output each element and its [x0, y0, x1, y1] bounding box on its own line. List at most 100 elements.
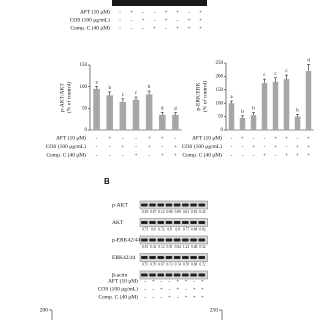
annotation: d	[307, 58, 310, 63]
condition-sign: +	[121, 144, 124, 150]
bar	[106, 95, 113, 130]
condition-sign: -	[119, 17, 121, 23]
bar	[119, 101, 127, 130]
condition-sign: -	[169, 286, 171, 292]
blot-band	[173, 221, 181, 224]
y-tick-label: 250	[210, 307, 219, 313]
condition-sign: -	[96, 144, 98, 150]
condition-sign: +	[201, 286, 204, 292]
bar	[272, 81, 279, 130]
condition-sign: +	[174, 144, 177, 150]
condition-sign: +	[193, 286, 196, 292]
blot-band	[190, 256, 197, 259]
blot-value: 0.78	[183, 262, 189, 266]
blot-band	[198, 273, 206, 277]
condition-sign: -	[165, 25, 167, 31]
y-axis-label: p-AKT/AKT	[59, 83, 65, 112]
bar	[228, 103, 235, 130]
blot-value: 0.77	[183, 227, 189, 231]
blot-band	[190, 203, 197, 207]
blot-band	[198, 221, 206, 224]
condition-sign: +	[193, 294, 196, 300]
blot-band	[141, 203, 148, 207]
blot-value: 1.23	[183, 245, 189, 249]
condition-label: Comp. C (40 μM)	[70, 24, 110, 31]
blot-row-label: AKT	[112, 220, 124, 226]
annotation: c	[285, 69, 288, 74]
bar	[93, 88, 100, 130]
condition-label: COS (100 μg/mL)	[70, 16, 110, 23]
condition-sign: +	[307, 152, 310, 158]
blot-band	[182, 273, 189, 277]
condition-sign: -	[177, 17, 179, 23]
condition-sign: +	[152, 278, 155, 284]
y-axis-label: (% of control)	[201, 81, 208, 112]
blot-value: 0.22	[199, 210, 205, 214]
condition-sign: -	[154, 9, 156, 15]
condition-sign: -	[297, 135, 299, 141]
annotation: b	[108, 86, 111, 91]
blot-band	[182, 238, 189, 242]
blot-value: 0.79	[150, 262, 156, 266]
annotation: a	[95, 80, 98, 85]
condition-sign: +	[285, 135, 288, 141]
condition-sign: -	[188, 9, 190, 15]
bar	[239, 117, 246, 130]
annotation: b	[296, 109, 299, 114]
blot-band	[157, 238, 165, 242]
condition-sign: -	[131, 25, 133, 31]
condition-sign: -	[253, 135, 255, 141]
blot-row-label: β-actin	[112, 272, 128, 278]
condition-sign: -	[275, 152, 277, 158]
annotation: b	[241, 110, 244, 115]
bar	[261, 83, 268, 130]
bar	[250, 115, 257, 130]
blot-value: 0.33	[150, 245, 156, 249]
condition-sign: +	[176, 286, 179, 292]
blot-band	[141, 273, 148, 277]
y-tick-label: 50	[218, 115, 224, 120]
condition-sign: +	[201, 294, 204, 300]
condition-sign: -	[177, 294, 179, 300]
condition-sign: +	[161, 135, 164, 141]
condition-sign: -	[253, 152, 255, 158]
blot-band	[165, 203, 173, 207]
blot-band	[141, 256, 148, 259]
blot-band	[173, 256, 181, 259]
condition-label: Comp. C (40 μM)	[98, 293, 138, 300]
y-axis-label: p-ERK/ERK	[195, 82, 201, 110]
blot-band	[165, 256, 173, 259]
condition-label: Comp. C (40 μM)	[182, 151, 222, 158]
y-tick-label: 150	[80, 63, 88, 68]
condition-sign: +	[296, 152, 299, 158]
blot-value: 0.61	[183, 210, 189, 214]
condition-sign: +	[201, 278, 204, 284]
condition-sign: -	[96, 135, 98, 141]
blot-value: 0.75	[142, 227, 148, 231]
blot-band	[149, 221, 156, 224]
condition-sign: +	[184, 294, 187, 300]
condition-sign: -	[152, 286, 154, 292]
blot-band	[198, 203, 206, 207]
condition-sign: +	[164, 17, 167, 23]
condition-sign: -	[109, 152, 111, 158]
condition-sign: -	[264, 135, 266, 141]
condition-label: AFT (10 μM)	[192, 134, 222, 141]
blot-band	[165, 221, 173, 224]
condition-sign: -	[131, 17, 133, 23]
blot-band	[190, 273, 197, 277]
annotation: a	[230, 95, 233, 100]
blot-band	[182, 203, 189, 207]
condition-sign: +	[108, 135, 111, 141]
annotation: c	[274, 72, 277, 77]
condition-sign: -	[160, 294, 162, 300]
blot-band	[149, 256, 156, 259]
blot-band	[149, 203, 156, 207]
condition-sign: -	[144, 278, 146, 284]
condition-sign: +	[296, 144, 299, 150]
blot-row-label: p-ERK42/44	[112, 237, 140, 243]
bar	[294, 116, 301, 130]
condition-sign: +	[168, 294, 171, 300]
condition-sign: +	[285, 152, 288, 158]
blot-value: 0.8	[151, 227, 156, 231]
